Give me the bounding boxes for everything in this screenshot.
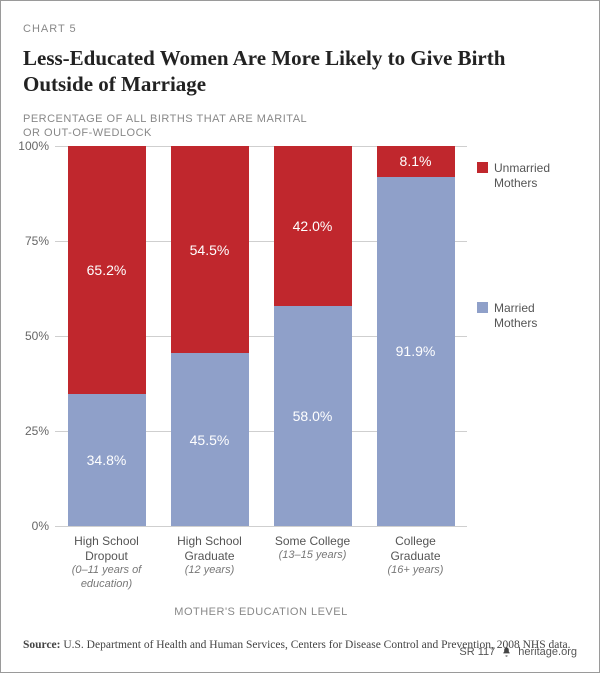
segment-married: 45.5% <box>171 353 249 526</box>
segment-value: 45.5% <box>190 432 230 448</box>
gridline <box>55 526 467 527</box>
x-label-main: College Graduate <box>370 534 462 564</box>
x-axis-title: MOTHER'S EDUCATION LEVEL <box>55 606 467 618</box>
bell-icon <box>501 646 512 658</box>
x-label: High School Graduate(12 years) <box>164 534 256 592</box>
bars-container: 34.8% 65.2% 45.5% 54.5% 58.0% 42.0% 91.9% 8.1% <box>55 146 467 526</box>
x-label: College Graduate(16+ years) <box>370 534 462 592</box>
chart-subtitle: PERCENTAGE OF ALL BIRTHS THAT ARE MARITA… <box>23 112 323 141</box>
x-label-sub: (0–11 years of education) <box>61 564 153 592</box>
segment-unmarried: 8.1% <box>377 146 455 177</box>
bar: 58.0% 42.0% <box>274 146 352 526</box>
segment-married: 34.8% <box>68 394 146 526</box>
segment-value: 42.0% <box>293 218 333 234</box>
legend: Unmarried Mothers Married Mothers <box>477 161 577 441</box>
segment-value: 91.9% <box>396 343 436 359</box>
bar: 91.9% 8.1% <box>377 146 455 526</box>
x-label-main: High School Dropout <box>61 534 153 564</box>
footer-site: heritage.org <box>518 646 577 658</box>
chart-plot: 0%25%50%75%100% 34.8%65.2%45.5%54.5%58.0… <box>55 146 467 526</box>
y-tick-label: 0% <box>17 519 49 533</box>
legend-swatch <box>477 302 488 313</box>
legend-item: Unmarried Mothers <box>477 161 577 191</box>
chart-number: CHART 5 <box>23 23 577 35</box>
bar: 34.8% 65.2% <box>68 146 146 526</box>
x-label: High School Dropout(0–11 years of educat… <box>61 534 153 592</box>
segment-married: 58.0% <box>274 306 352 526</box>
segment-value: 54.5% <box>190 242 230 258</box>
chart-card: CHART 5 Less-Educated Women Are More Lik… <box>0 0 600 673</box>
x-label-main: High School Graduate <box>164 534 256 564</box>
x-label-sub: (16+ years) <box>370 564 462 578</box>
x-label-main: Some College <box>267 534 359 549</box>
segment-unmarried: 54.5% <box>171 146 249 353</box>
bar: 45.5% 54.5% <box>171 146 249 526</box>
footer: SR 117 heritage.org <box>459 646 577 658</box>
segment-value: 65.2% <box>87 262 127 278</box>
legend-item: Married Mothers <box>477 301 577 331</box>
y-tick-label: 25% <box>17 424 49 438</box>
chart-title: Less-Educated Women Are More Likely to G… <box>23 45 577 98</box>
segment-value: 34.8% <box>87 452 127 468</box>
y-tick-label: 50% <box>17 329 49 343</box>
segment-unmarried: 42.0% <box>274 146 352 306</box>
legend-label: Married Mothers <box>494 301 577 331</box>
x-label-sub: (13–15 years) <box>267 549 359 563</box>
x-label-sub: (12 years) <box>164 564 256 578</box>
legend-label: Unmarried Mothers <box>494 161 577 191</box>
legend-swatch <box>477 162 488 173</box>
y-tick-label: 75% <box>17 234 49 248</box>
y-tick-label: 100% <box>17 139 49 153</box>
segment-value: 8.1% <box>400 153 432 169</box>
x-label: Some College(13–15 years) <box>267 534 359 592</box>
footer-code: SR 117 <box>459 646 495 658</box>
segment-unmarried: 65.2% <box>68 146 146 394</box>
segment-married: 91.9% <box>377 177 455 526</box>
x-axis-labels: High School Dropout(0–11 years of educat… <box>55 534 467 592</box>
segment-value: 58.0% <box>293 408 333 424</box>
source-prefix: Source: <box>23 639 60 651</box>
